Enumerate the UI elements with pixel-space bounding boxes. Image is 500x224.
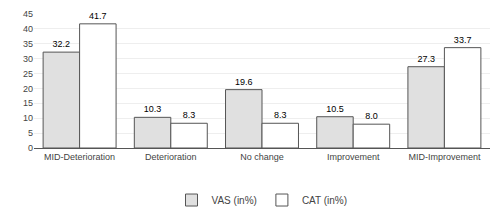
svg-text:15: 15 xyxy=(23,98,33,108)
svg-text:5: 5 xyxy=(28,128,33,138)
svg-text:MID-Deterioration: MID-Deterioration xyxy=(44,152,115,162)
svg-text:27.3: 27.3 xyxy=(417,54,435,64)
svg-text:35: 35 xyxy=(23,39,33,49)
svg-text:10.5: 10.5 xyxy=(326,104,344,114)
svg-text:10.3: 10.3 xyxy=(144,104,162,114)
svg-text:33.7: 33.7 xyxy=(454,35,472,45)
svg-text:VAS (in%): VAS (in%) xyxy=(212,195,257,206)
svg-text:40: 40 xyxy=(23,24,33,34)
svg-text:32.2: 32.2 xyxy=(53,39,71,49)
svg-text:8.0: 8.0 xyxy=(365,111,378,121)
svg-text:41.7: 41.7 xyxy=(89,11,107,21)
svg-text:CAT (in%): CAT (in%) xyxy=(302,195,347,206)
svg-text:19.6: 19.6 xyxy=(235,77,253,87)
svg-text:Deterioration: Deterioration xyxy=(145,152,197,162)
svg-text:20: 20 xyxy=(23,84,33,94)
svg-text:0: 0 xyxy=(28,143,33,153)
svg-text:MID-Improvement: MID-Improvement xyxy=(408,152,481,162)
svg-text:45: 45 xyxy=(23,9,33,19)
svg-text:8.3: 8.3 xyxy=(183,110,196,120)
svg-text:10: 10 xyxy=(23,113,33,123)
svg-text:25: 25 xyxy=(23,69,33,79)
svg-text:No change: No change xyxy=(240,152,284,162)
svg-text:8.3: 8.3 xyxy=(274,110,287,120)
svg-text:Improvement: Improvement xyxy=(327,152,380,162)
svg-text:30: 30 xyxy=(23,54,33,64)
